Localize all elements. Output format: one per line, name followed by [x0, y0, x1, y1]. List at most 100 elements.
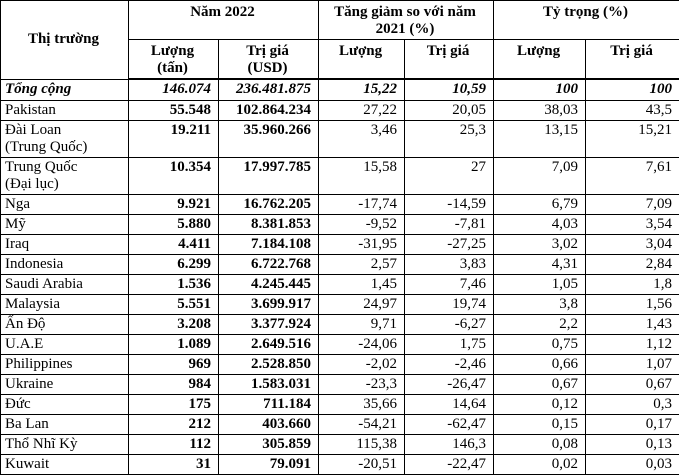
market-cell: Saudi Arabia: [1, 274, 129, 294]
qty-share-cell: 0,02: [494, 454, 586, 474]
qty-share-cell: 4,03: [494, 214, 586, 234]
market-cell: Pakistan: [1, 100, 129, 120]
qty-share-cell: 4,31: [494, 254, 586, 274]
qty-cell: 212: [129, 414, 219, 434]
qty-share-cell: 0,66: [494, 354, 586, 374]
table-row: Đài Loan (Trung Quốc) 19.211 35.960.266 …: [1, 120, 679, 157]
value-cell: 4.245.445: [219, 274, 319, 294]
qty-change-cell: -2,02: [319, 354, 405, 374]
qty-cell: 1.536: [129, 274, 219, 294]
qty-cell: 31: [129, 454, 219, 474]
market-cell: Ấn Độ: [1, 314, 129, 334]
qty-change-cell: 35,66: [319, 394, 405, 414]
qty-change-cell: -9,52: [319, 214, 405, 234]
total-row: Tổng cộng 146.074 236.481.875 15,22 10,5…: [1, 79, 679, 100]
table-row: Đức 175 711.184 35,66 14,64 0,12 0,3: [1, 394, 679, 414]
value-change-cell: -7,81: [405, 214, 494, 234]
qty-change-cell: -31,95: [319, 234, 405, 254]
table-row: Malaysia 5.551 3.699.917 24,97 19,74 3,8…: [1, 294, 679, 314]
value-cell: 35.960.266: [219, 120, 319, 157]
qty-change-cell: 115,38: [319, 434, 405, 454]
value-share-cell: 3,04: [586, 234, 679, 254]
qty-cell: 9.921: [129, 194, 219, 214]
qty-change-cell: -24,06: [319, 334, 405, 354]
column-header-value-usd: Trị giá (USD): [219, 40, 319, 80]
qty-cell: 984: [129, 374, 219, 394]
value-change-cell: -2,46: [405, 354, 494, 374]
value-cell: 2.649.516: [219, 334, 319, 354]
qty-share-cell: 0,15: [494, 414, 586, 434]
table-row: Philippines 969 2.528.850 -2,02 -2,46 0,…: [1, 354, 679, 374]
qty-share-cell: 7,09: [494, 157, 586, 194]
column-group-year-2022: Năm 2022: [129, 1, 319, 40]
qty-share-cell: 0,75: [494, 334, 586, 354]
value-share-cell: 0,3: [586, 394, 679, 414]
value-change-cell: 146,3: [405, 434, 494, 454]
qty-share-cell: 1,05: [494, 274, 586, 294]
value-cell: 7.184.108: [219, 234, 319, 254]
value-share-cell: 15,21: [586, 120, 679, 157]
market-cell: U.A.E: [1, 334, 129, 354]
column-header-market: Thị trường: [1, 1, 129, 80]
value-cell: 3.377.924: [219, 314, 319, 334]
value-share-cell: 43,5: [586, 100, 679, 120]
column-header-value-change: Trị giá: [405, 40, 494, 80]
qty-cell: 3.208: [129, 314, 219, 334]
table-row: Kuwait 31 79.091 -20,51 -22,47 0,02 0,03: [1, 454, 679, 474]
table-row: Saudi Arabia 1.536 4.245.445 1,45 7,46 1…: [1, 274, 679, 294]
market-cell: Đức: [1, 394, 129, 414]
value-cell: 711.184: [219, 394, 319, 414]
value-change-cell: 27: [405, 157, 494, 194]
value-cell: 16.762.205: [219, 194, 319, 214]
qty-change-cell: 27,22: [319, 100, 405, 120]
value-share-cell: 100: [586, 79, 679, 100]
value-share-cell: 2,84: [586, 254, 679, 274]
market-cell: Indonesia: [1, 254, 129, 274]
table-row: Ba Lan 212 403.660 -54,21 -62,47 0,15 0,…: [1, 414, 679, 434]
qty-share-cell: 0,12: [494, 394, 586, 414]
qty-share-cell: 0,67: [494, 374, 586, 394]
qty-share-cell: 0,08: [494, 434, 586, 454]
value-cell: 79.091: [219, 454, 319, 474]
qty-cell: 5.551: [129, 294, 219, 314]
qty-change-cell: 1,45: [319, 274, 405, 294]
value-change-cell: 20,05: [405, 100, 494, 120]
value-change-cell: 14,64: [405, 394, 494, 414]
table-body: Tổng cộng 146.074 236.481.875 15,22 10,5…: [1, 79, 679, 474]
qty-change-cell: 24,97: [319, 294, 405, 314]
value-share-cell: 3,54: [586, 214, 679, 234]
qty-change-cell: -17,74: [319, 194, 405, 214]
value-cell: 102.864.234: [219, 100, 319, 120]
value-cell: 8.381.853: [219, 214, 319, 234]
column-group-share: Tỷ trọng (%): [494, 1, 679, 40]
qty-cell: 19.211: [129, 120, 219, 157]
qty-share-cell: 38,03: [494, 100, 586, 120]
table-row: Ấn Độ 3.208 3.377.924 9,71 -6,27 2,2 1,4…: [1, 314, 679, 334]
qty-change-cell: -54,21: [319, 414, 405, 434]
qty-cell: 146.074: [129, 79, 219, 100]
column-header-value-share: Trị giá: [586, 40, 679, 80]
value-share-cell: 1,43: [586, 314, 679, 334]
qty-change-cell: -20,51: [319, 454, 405, 474]
qty-share-cell: 100: [494, 79, 586, 100]
table-row: Ukraine 984 1.583.031 -23,3 -26,47 0,67 …: [1, 374, 679, 394]
header-group-row: Thị trường Năm 2022 Tăng giảm so với năm…: [1, 1, 679, 40]
qty-change-cell: -23,3: [319, 374, 405, 394]
value-share-cell: 1,07: [586, 354, 679, 374]
value-cell: 2.528.850: [219, 354, 319, 374]
qty-cell: 112: [129, 434, 219, 454]
qty-share-cell: 6,79: [494, 194, 586, 214]
value-cell: 403.660: [219, 414, 319, 434]
value-share-cell: 1,56: [586, 294, 679, 314]
qty-change-cell: 9,71: [319, 314, 405, 334]
table-row: Pakistan 55.548 102.864.234 27,22 20,05 …: [1, 100, 679, 120]
qty-change-cell: 15,22: [319, 79, 405, 100]
value-cell: 17.997.785: [219, 157, 319, 194]
value-share-cell: 0,17: [586, 414, 679, 434]
value-share-cell: 7,61: [586, 157, 679, 194]
value-share-cell: 1,8: [586, 274, 679, 294]
qty-cell: 175: [129, 394, 219, 414]
qty-cell: 1.089: [129, 334, 219, 354]
market-cell: Malaysia: [1, 294, 129, 314]
